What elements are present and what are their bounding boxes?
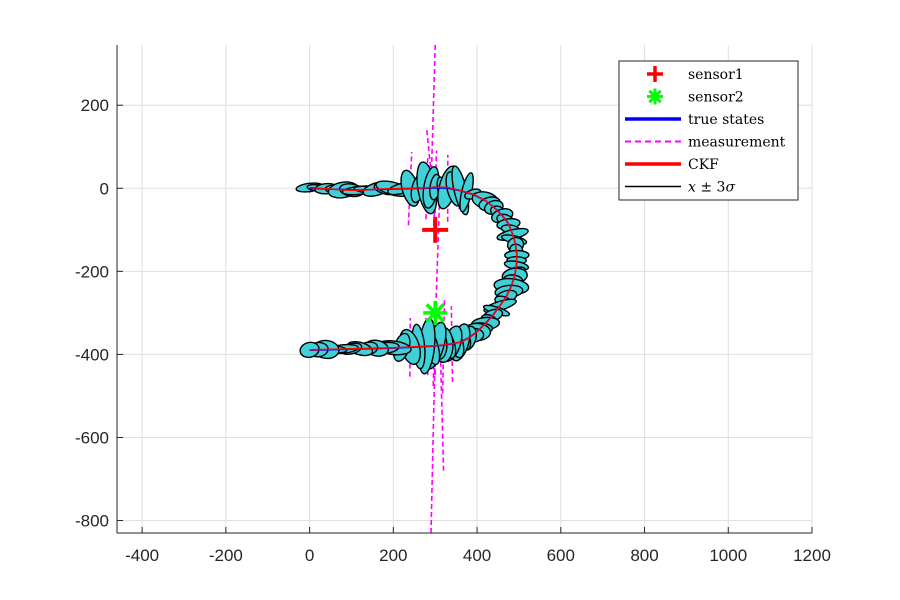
measurement-segment <box>433 150 438 226</box>
x-tick-label: 600 <box>547 546 575 565</box>
asterisk-arm <box>425 303 445 323</box>
legend-label: sensor2 <box>688 90 744 106</box>
x-tick-label: 800 <box>630 546 658 565</box>
legend: sensor1 sensor2 true states measurement CKF x… <box>618 60 799 201</box>
x-tick-label: -400 <box>125 546 159 565</box>
y-tick-label: -400 <box>75 345 109 364</box>
legend-box <box>618 60 799 201</box>
x-tick-label: 1200 <box>793 546 831 565</box>
legend-label: x ± 3σ <box>688 180 735 196</box>
legend-entry: true states <box>625 112 764 128</box>
x-tick-label: 1000 <box>709 546 747 565</box>
legend-label: true states <box>688 112 764 128</box>
x-tick-label: -200 <box>209 546 243 565</box>
legend-entry: sensor2 <box>647 88 744 106</box>
data-layer <box>295 45 530 533</box>
legend-label-part: σ <box>725 180 735 196</box>
y-tick-label: -800 <box>75 512 109 531</box>
sensor2-marker <box>423 300 448 325</box>
legend-entry: x ± 3σ <box>625 180 735 196</box>
y-tick-label: 0 <box>100 179 109 198</box>
tick-labels: -400 -200 0 200 400 600 800 1000 1200 -800 -600 -40… <box>75 96 831 565</box>
legend-label: CKF <box>688 157 719 173</box>
y-tick-label: 200 <box>81 96 109 115</box>
x-tick-label: 200 <box>379 546 407 565</box>
legend-label-part: ± 3 <box>696 180 726 196</box>
legend-entry: measurement <box>625 135 786 151</box>
legend-label-part: x <box>688 180 696 196</box>
legend-label: sensor1 <box>688 67 744 83</box>
measurement-segment <box>450 306 454 382</box>
sensor1-marker <box>422 216 449 243</box>
legend-symbol <box>648 89 662 104</box>
legend-entry: sensor1 <box>647 66 744 83</box>
axes-lines <box>116 45 813 534</box>
ckf-line <box>309 186 518 351</box>
measurement-segment <box>430 346 436 533</box>
legend-label: measurement <box>688 135 786 151</box>
x-tick-label: 0 <box>305 546 314 565</box>
y-tick-label: -600 <box>75 428 109 447</box>
legend-entry: CKF <box>625 157 719 173</box>
y-tick-label: -200 <box>75 262 109 281</box>
x-tick-label: 400 <box>463 546 491 565</box>
